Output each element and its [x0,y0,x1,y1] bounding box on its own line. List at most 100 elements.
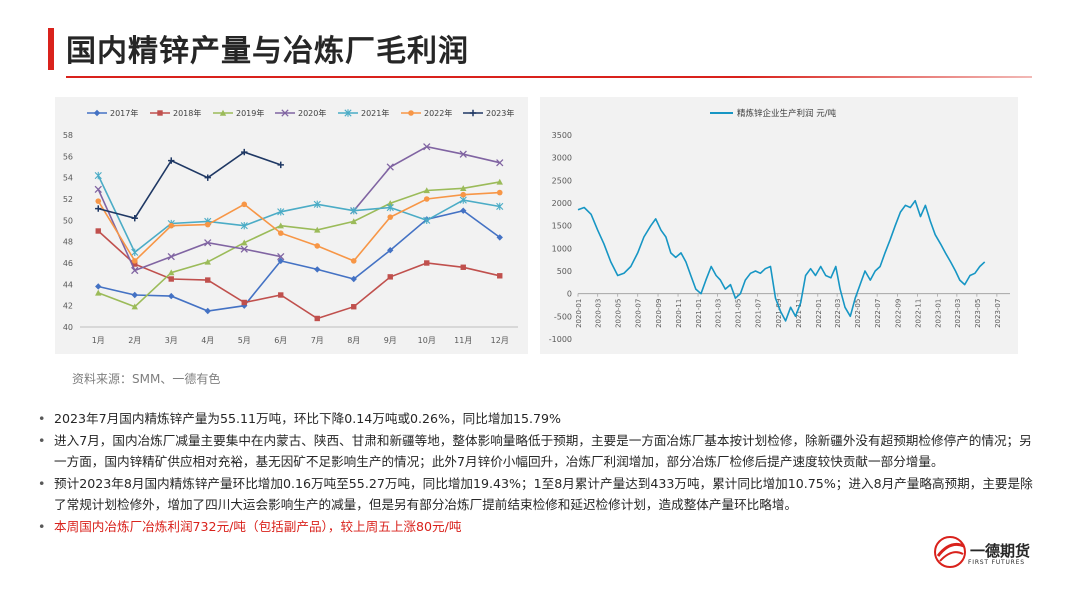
series-2017年 [95,207,503,315]
data-point [496,159,504,167]
y-tick-label: -500 [554,312,572,321]
x-tick-label: 2021-05 [734,299,742,328]
data-point [350,207,358,215]
data-point [95,205,102,212]
data-point [241,299,247,306]
data-point [241,239,248,246]
data-point [277,252,285,261]
x-tick-label: 2023-05 [974,299,982,328]
data-point [168,269,175,276]
series-2022年 [95,189,503,264]
series-line [97,175,500,254]
data-point [277,161,284,169]
data-point [204,221,211,228]
x-tick-label: 2020-05 [615,299,623,328]
y-tick-label: 500 [557,267,572,276]
legend-label: 2022年 [424,108,452,118]
y-tick-label: 1000 [552,244,572,253]
x-tick-label: 2021-07 [754,299,762,328]
data-point [277,230,284,236]
data-point [278,292,284,298]
data-point [424,260,430,266]
series-line [98,209,501,312]
x-tick-label: 5月 [238,336,251,345]
x-tick-label: 2023-07 [994,299,1002,328]
y-tick-label: 3000 [552,154,572,163]
data-point [460,191,467,198]
data-point [168,222,175,229]
x-tick-label: 3月 [165,336,178,345]
y-tick-label: 2000 [552,199,572,208]
data-point [460,185,467,192]
y-tick-label: 52 [63,195,73,204]
data-point [423,143,431,151]
data-point [423,216,431,225]
data-point [277,208,285,216]
legend-label: 精炼锌企业生产利润 元/吨 [737,108,837,119]
data-point [350,218,357,225]
data-point [408,110,414,116]
legend-label: 2019年 [236,108,264,118]
data-point [423,187,430,194]
y-tick-label: 3500 [552,131,572,140]
legend-label: 2021年 [361,108,389,118]
data-point [496,189,503,196]
profit-line-chart: -1000 -500 0 500 1000 1500 2000 2500 3000 3500 202… [549,108,1010,344]
bullet-smelter-profit: 本周国内冶炼厂冶炼利润732元/吨（包括副产品），较上周五上涨80元/吨 [38,516,1038,538]
x-tick-label: 2020-09 [655,299,663,328]
series-line [97,230,500,320]
data-point [387,214,394,220]
y-tick-label: 42 [63,302,73,311]
data-point [167,252,175,261]
x-tick-label: 2021-11 [795,299,803,328]
data-point [241,201,248,208]
x-tick-label: 12月 [491,336,509,345]
legend-label: 2020年 [298,108,326,118]
legend-label: 2017年 [110,108,138,118]
y-tick-label: -1000 [549,335,572,344]
x-tick-label: 2022-05 [854,299,862,328]
data-point [204,239,212,247]
series-2018年 [95,228,503,322]
x-tick-label: 7月 [311,336,324,345]
x-tick-label: 1月 [92,336,105,345]
x-tick-label: 2021-09 [775,299,783,328]
x-tick-label: 2023-03 [954,299,962,328]
x-tick-label: 2020-03 [595,299,603,328]
data-point [497,273,503,279]
data-point [241,148,248,156]
data-point [460,264,466,270]
data-point [351,304,357,310]
data-point [496,202,504,211]
series-line [98,181,500,308]
data-point [350,258,357,264]
y-tick-label: 56 [63,152,73,161]
data-point [387,247,394,254]
y-tick-label: 44 [63,280,73,289]
data-point [204,307,211,315]
data-point [460,207,467,214]
profit-series-line [577,199,986,322]
bullet-july-analysis: 进入7月，国内冶炼厂减量主要集中在内蒙古、陕西、甘肃和新疆等地，整体影响量略低于… [38,430,1038,473]
data-point [469,109,477,117]
data-point [131,258,138,264]
data-point [95,289,102,296]
data-point [94,171,102,180]
production-chart-panel: 40 42 44 46 48 50 52 54 56 58 1月 2月 3月 4月 5月 6月 7月 8月 9月 10… [55,97,528,354]
data-point [281,109,289,117]
data-point [314,226,321,233]
x-tick-label: 10月 [418,336,436,345]
x-tick-label: 2021-01 [695,299,703,328]
x-tick-label: 2023-01 [935,299,943,328]
data-point [204,174,211,181]
data-point [387,200,394,206]
y-tick-label: 0 [567,290,572,299]
legend-label: 2018年 [173,108,201,118]
data-point [496,178,503,185]
series-2019年 [95,178,503,310]
x-tick-label: 6月 [274,336,287,345]
logo-subtitle: FIRST FUTURES [968,559,1025,566]
series-line [98,151,282,220]
x-tick-label: 2022-11 [914,299,922,328]
data-point [131,215,138,222]
